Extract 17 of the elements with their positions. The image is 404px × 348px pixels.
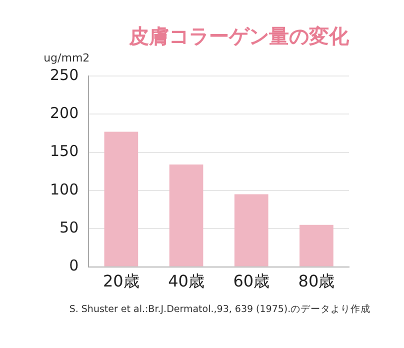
y-tick-label: 0: [69, 256, 79, 275]
y-axis-title: ug/mm2: [44, 51, 90, 64]
bar: [169, 164, 204, 266]
chart-title: 皮膚コラーゲン量の変化: [128, 24, 350, 48]
x-tick-label: 40歳: [168, 272, 204, 291]
y-tick-label: 200: [50, 104, 79, 122]
x-tick-label: 20歳: [102, 272, 140, 291]
y-tick-label: 50: [60, 218, 79, 237]
text: S. Shuster et al.:Br.J.Dermatol.,93, 639 (1975).のデータより作成: [69, 303, 371, 316]
bar: [104, 132, 138, 266]
y-tick-label: 150: [50, 142, 79, 160]
x-tick-label: 80歳: [298, 272, 335, 291]
bar: [300, 224, 334, 266]
y-tick-label: 250: [50, 66, 79, 84]
y-tick-label: 100: [50, 180, 79, 198]
bar: [234, 194, 268, 266]
x-tick-label: 60歳: [233, 272, 270, 291]
